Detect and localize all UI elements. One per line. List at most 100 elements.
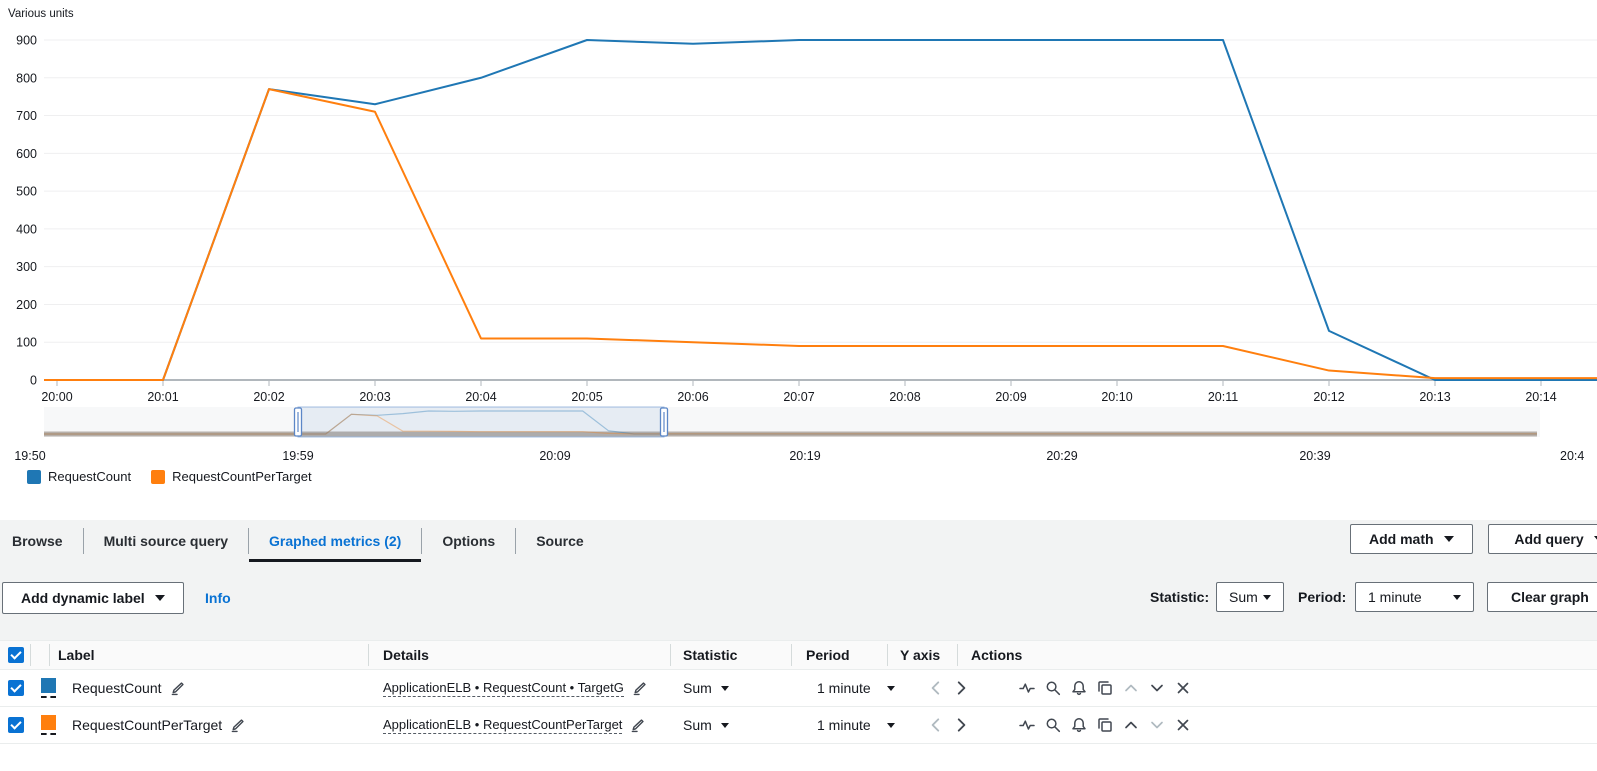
svg-text:400: 400 <box>16 222 37 236</box>
bell-icon[interactable] <box>1071 680 1087 696</box>
svg-text:20:19: 20:19 <box>789 449 820 463</box>
svg-text:20:13: 20:13 <box>1419 390 1450 404</box>
tab-multi-source-query[interactable]: Multi source query <box>103 533 229 549</box>
metrics-tabbar: Browse Multi source query Graphed metric… <box>0 520 1597 562</box>
row-statistic-dropdown[interactable]: Sum <box>683 670 729 706</box>
svg-text:20:10: 20:10 <box>1101 390 1132 404</box>
add-dynamic-label-button[interactable]: Add dynamic label <box>2 582 184 614</box>
row-checkbox[interactable] <box>8 717 24 733</box>
tab-divider <box>82 528 84 554</box>
svg-text:0: 0 <box>30 374 37 388</box>
column-header-actions: Actions <box>971 647 1023 663</box>
legend-color-swatch <box>151 469 166 484</box>
chevron-down-icon <box>154 595 165 601</box>
search-icon[interactable] <box>1045 717 1061 733</box>
move-up-icon[interactable] <box>1123 717 1139 733</box>
move-down-icon <box>1151 721 1163 729</box>
tab-divider <box>248 528 250 554</box>
info-link[interactable]: Info <box>205 590 231 606</box>
statistic-label: Statistic: <box>1150 589 1210 605</box>
metric-details[interactable]: ApplicationELB • RequestCount • TargetG <box>383 679 624 697</box>
chart-legend: RequestCount RequestCountPerTarget <box>27 469 312 484</box>
metric-label: RequestCountPerTarget <box>72 717 223 733</box>
svg-text:300: 300 <box>16 260 37 274</box>
duplicate-icon[interactable] <box>1097 717 1113 733</box>
chevron-down-icon <box>887 685 895 691</box>
timeline-selection[interactable] <box>297 406 665 438</box>
metrics-graph[interactable]: 0 100 200 300 400 500 600 700 800 900 20:00 20:01 20… <box>0 0 1597 465</box>
svg-text:20:12: 20:12 <box>1313 390 1344 404</box>
edit-label-icon[interactable] <box>230 718 245 733</box>
svg-text:19:50: 19:50 <box>14 449 45 463</box>
svg-text:20:06: 20:06 <box>677 390 708 404</box>
legend-item-requestcountpertarget[interactable]: RequestCountPerTarget <box>151 469 312 484</box>
chevron-down-icon <box>887 722 895 728</box>
chevron-down-icon <box>1453 594 1461 600</box>
statistic-dropdown[interactable]: Sum <box>1216 582 1284 612</box>
column-header-period: Period <box>806 647 850 663</box>
series-color-swatch[interactable] <box>41 715 56 735</box>
column-header-label: Label <box>58 647 95 663</box>
metric-details[interactable]: ApplicationELB • RequestCountPerTarget <box>383 716 623 734</box>
svg-text:20:11: 20:11 <box>1208 390 1238 404</box>
row-checkbox[interactable] <box>8 680 24 696</box>
svg-text:20:02: 20:02 <box>253 390 284 404</box>
remove-icon[interactable] <box>1175 680 1191 696</box>
tab-graphed-metrics[interactable]: Graphed metrics (2) <box>249 520 422 562</box>
svg-text:20:05: 20:05 <box>571 390 602 404</box>
y-axis-left-icon <box>931 681 940 695</box>
metrics-table-header: Label Details Statistic Period Y axis Ac… <box>0 640 1597 670</box>
svg-text:200: 200 <box>16 298 37 312</box>
y-axis-title: Various units <box>8 8 74 20</box>
move-down-icon[interactable] <box>1149 680 1165 696</box>
tab-options[interactable]: Options <box>442 533 496 549</box>
column-header-details: Details <box>383 647 429 663</box>
row-period-dropdown[interactable]: 1 minute <box>817 707 895 743</box>
svg-text:20:14: 20:14 <box>1525 390 1556 404</box>
y-axis-right-icon[interactable] <box>952 679 970 697</box>
svg-text:800: 800 <box>16 71 37 85</box>
y-axis-left-icon <box>931 718 940 732</box>
edit-label-icon[interactable] <box>170 681 185 696</box>
svg-text:20:03: 20:03 <box>359 390 390 404</box>
activity-icon[interactable] <box>1019 680 1035 696</box>
table-row: RequestCount ApplicationELB • RequestCou… <box>0 670 1597 707</box>
bell-icon[interactable] <box>1071 717 1087 733</box>
tab-divider <box>421 528 423 554</box>
remove-icon[interactable] <box>1175 717 1191 733</box>
column-header-statistic: Statistic <box>683 647 738 663</box>
clear-graph-button[interactable]: Clear graph <box>1487 582 1597 612</box>
add-math-button[interactable]: Add math <box>1350 524 1473 554</box>
chevron-down-icon <box>721 722 729 728</box>
row-period-dropdown[interactable]: 1 minute <box>817 670 895 706</box>
duplicate-icon[interactable] <box>1097 680 1113 696</box>
row-statistic-dropdown[interactable]: Sum <box>683 707 729 743</box>
svg-text:20:39: 20:39 <box>1299 449 1330 463</box>
svg-text:20:00: 20:00 <box>41 390 72 404</box>
legend-item-requestcount[interactable]: RequestCount <box>27 469 131 484</box>
svg-text:20:07: 20:07 <box>783 390 814 404</box>
activity-icon[interactable] <box>1019 717 1035 733</box>
edit-details-icon[interactable] <box>630 718 645 733</box>
chevron-down-icon <box>721 685 729 691</box>
metrics-panel-background <box>0 520 1597 640</box>
svg-text:20:09: 20:09 <box>995 390 1026 404</box>
add-query-button[interactable]: Add query <box>1488 524 1597 554</box>
period-dropdown[interactable]: 1 minute <box>1355 582 1474 612</box>
tab-browse[interactable]: Browse <box>12 533 63 549</box>
svg-text:19:59: 19:59 <box>282 449 313 463</box>
select-all-checkbox[interactable] <box>8 647 24 663</box>
edit-details-icon[interactable] <box>632 681 647 696</box>
svg-text:700: 700 <box>16 109 37 123</box>
period-label: Period: <box>1298 589 1347 605</box>
series-color-swatch[interactable] <box>41 678 56 698</box>
tab-source[interactable]: Source <box>536 533 584 549</box>
metric-label: RequestCount <box>72 680 162 696</box>
legend-color-swatch <box>27 469 41 484</box>
chevron-down-icon <box>1593 536 1597 542</box>
table-row: RequestCountPerTarget ApplicationELB • R… <box>0 707 1597 744</box>
y-axis-right-icon[interactable] <box>952 716 970 734</box>
search-icon[interactable] <box>1045 680 1061 696</box>
svg-text:600: 600 <box>16 147 37 161</box>
